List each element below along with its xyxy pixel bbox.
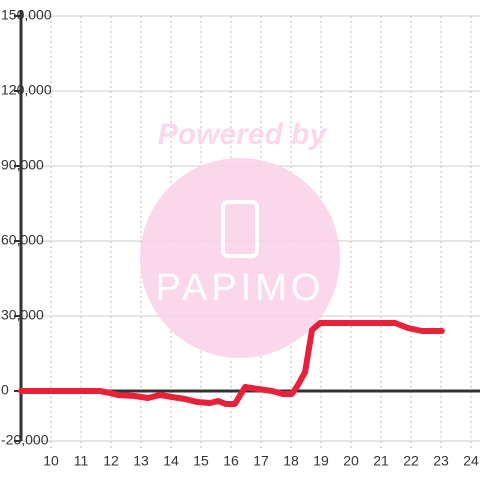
x-tick-label: 11	[74, 453, 89, 469]
x-tick-label: 19	[313, 453, 329, 469]
x-tick-label: 14	[163, 453, 179, 469]
y-tick-label: 0	[1, 382, 9, 398]
watermark: Powered by PAPIMO	[140, 118, 340, 358]
x-tick-label: 22	[403, 453, 419, 469]
x-tick-label: 15	[193, 453, 209, 469]
x-tick-label: 21	[373, 453, 389, 469]
x-tick-label: 10	[43, 453, 59, 469]
y-tick-label: 60,000	[1, 232, 44, 248]
x-tick-label: 12	[103, 453, 119, 469]
x-tick-label: 16	[223, 453, 239, 469]
watermark-text: Powered by	[158, 118, 328, 151]
y-tick-label: -20,000	[1, 432, 49, 448]
x-tick-label: 24	[463, 453, 479, 469]
watermark-icon	[221, 200, 259, 258]
y-tick-label: 120,000	[1, 82, 52, 98]
x-tick-label: 17	[253, 453, 269, 469]
x-tick-label: 18	[283, 453, 299, 469]
data-line	[18, 320, 445, 407]
y-tick-label: 30,000	[1, 307, 44, 323]
watermark-logo: PAPIMO	[156, 267, 325, 309]
x-tick-label: 23	[433, 453, 449, 469]
x-tick-label: 20	[343, 453, 359, 469]
y-tick-label: 90,000	[1, 157, 44, 173]
y-tick-label: 150,000	[1, 7, 52, 23]
x-tick-label: 13	[133, 453, 149, 469]
